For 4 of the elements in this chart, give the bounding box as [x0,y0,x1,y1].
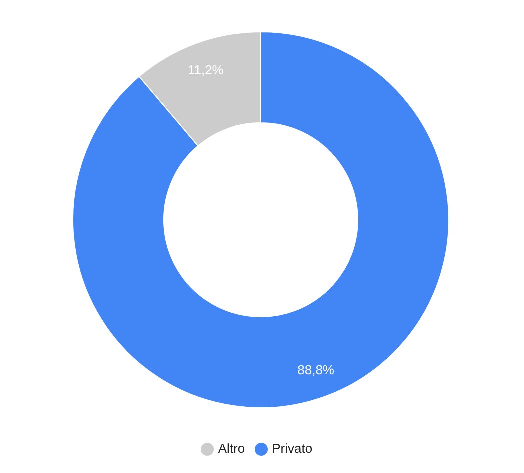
legend-label: Privato [272,440,313,456]
legend-label: Altro [218,440,246,456]
data-label: 88,8% [298,362,335,378]
donut-slice [72,32,450,408]
